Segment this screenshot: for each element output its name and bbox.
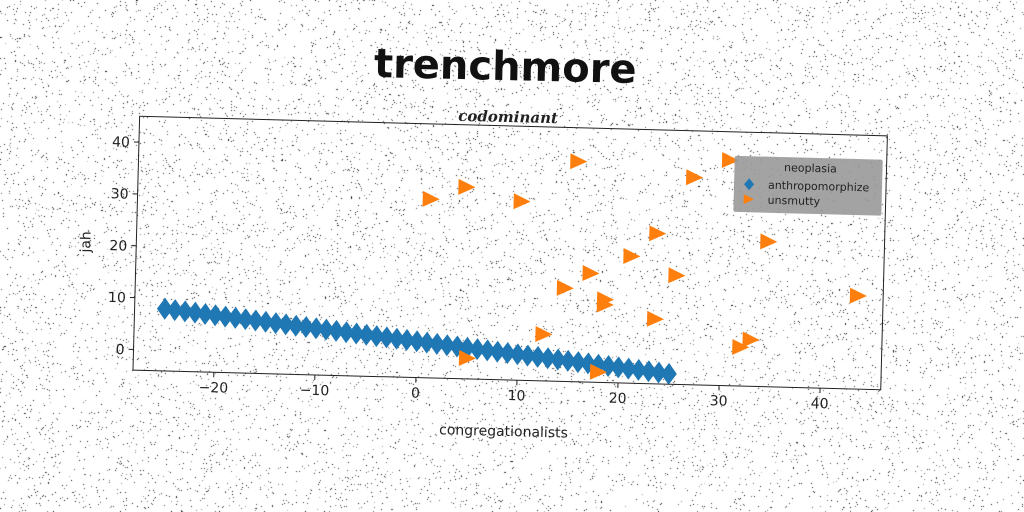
anthropomorphize-point: [257, 310, 274, 333]
anthropomorphize-point: [549, 348, 566, 371]
anthropomorphize-point: [187, 301, 204, 324]
unsmutty-point: [422, 190, 440, 207]
anthropomorphize-point: [449, 335, 466, 358]
unsmutty-point: [732, 338, 750, 355]
anthropomorphize-point: [177, 300, 194, 323]
plot-frame: [132, 115, 888, 391]
anthropomorphize-point: [156, 297, 173, 320]
unsmutty-point: [646, 310, 665, 327]
unsmutty-point: [458, 178, 476, 195]
anthropomorphize-point: [217, 305, 234, 328]
unsmutty-point: [623, 247, 641, 264]
unsmutty-point: [721, 152, 740, 169]
y-tick-label: 40: [112, 134, 130, 150]
y-tick-label: 0: [115, 342, 124, 358]
unsmutty-point: [582, 265, 600, 282]
anthropomorphize-point: [529, 345, 546, 368]
anthropomorphize-point: [640, 360, 657, 383]
anthropomorphize-point: [580, 352, 597, 375]
anthropomorphize-point: [539, 347, 556, 370]
y-tick-label: 10: [108, 290, 126, 306]
x-axis-label: congregationalists: [439, 422, 568, 441]
anthropomorphize-point: [308, 317, 325, 340]
unsmutty-point: [668, 267, 686, 284]
unsmutty-point: [458, 349, 476, 366]
chart-subtitle: codominant: [458, 107, 558, 127]
y-tick-label: 20: [109, 238, 127, 254]
x-tick-label: 40: [811, 396, 829, 412]
legend-box: [733, 155, 883, 216]
anthropomorphize-point: [620, 357, 637, 380]
x-tick-label: 10: [507, 388, 525, 404]
plot-area: −20 −10 0 10 20 30 40 0 10 20 30 40 congregational…: [78, 115, 888, 442]
legend-title: neoplasia: [784, 161, 837, 175]
x-tick-label: 30: [710, 393, 728, 409]
anthropomorphize-point: [227, 306, 244, 329]
x-tick-label: 0: [411, 385, 420, 401]
unsmutty-point: [535, 326, 553, 343]
anthropomorphize-point: [277, 313, 294, 336]
anthropomorphize-point: [287, 314, 304, 337]
anthropomorphize-point: [237, 308, 254, 331]
legend-label-anthropomorphize: anthropomorphize: [768, 179, 870, 195]
anthropomorphize-point: [479, 339, 496, 362]
x-axis: −20 −10 0 10 20 30 40: [198, 372, 829, 412]
legend: neoplasia anthropomorphize unsmutty: [733, 155, 883, 216]
legend-label-unsmutty: unsmutty: [767, 194, 820, 208]
anthropomorphize-point: [398, 329, 415, 351]
anthropomorphize-point: [247, 309, 264, 332]
anthropomorphize-point: [489, 340, 506, 363]
anthropomorphize-point: [328, 319, 345, 342]
anthropomorphize-point: [560, 349, 577, 372]
anthropomorphize-point: [429, 332, 446, 355]
legend-marker-anthropomorphize: [744, 178, 755, 191]
anthropomorphize-point: [338, 321, 355, 344]
anthropomorphize-point: [650, 361, 667, 384]
anthropomorphize-point: [378, 326, 395, 349]
anthropomorphize-point: [610, 356, 627, 379]
unsmutty-point: [649, 225, 667, 242]
anthropomorphize-point: [439, 334, 456, 357]
unsmutty-point: [742, 331, 760, 348]
anthropomorphize-point: [499, 342, 516, 365]
anthropomorphize-point: [358, 323, 375, 346]
unsmutty-point: [760, 233, 778, 250]
chart-title: trenchmore: [373, 41, 637, 93]
y-tick-label: 30: [111, 186, 129, 202]
anthropomorphize-point: [509, 343, 526, 366]
anthropomorphize-point: [318, 318, 335, 341]
unsmutty-point: [849, 287, 867, 304]
anthropomorphize-point: [630, 358, 647, 381]
legend-marker-unsmutty: [743, 194, 754, 205]
anthropomorphize-point: [660, 362, 677, 385]
anthropomorphize-point: [167, 299, 184, 322]
unsmutty-point: [596, 296, 614, 313]
anthropomorphize-point: [368, 325, 385, 348]
data-marks: [156, 152, 867, 385]
anthropomorphize-point: [388, 327, 405, 350]
anthropomorphize-point: [267, 312, 284, 335]
anthropomorphize-point: [469, 338, 486, 361]
unsmutty-point: [556, 279, 574, 296]
x-tick-label: 20: [608, 391, 626, 407]
unsmutty-point: [685, 169, 704, 186]
unsmutty-point: [589, 363, 608, 380]
x-tick-label: −20: [198, 380, 228, 397]
anthropomorphize-point: [207, 304, 224, 327]
x-tick-label: −10: [299, 383, 329, 400]
anthropomorphize-point: [519, 344, 536, 367]
anthropomorphize-point: [197, 302, 214, 325]
anthropomorphize-point: [570, 351, 587, 374]
unsmutty-point: [570, 153, 588, 170]
y-axis-label: jah: [78, 231, 95, 254]
anthropomorphize-point: [408, 330, 425, 353]
unsmutty-point: [513, 193, 531, 210]
anthropomorphize-point: [298, 315, 315, 338]
anthropomorphize-point: [418, 331, 435, 354]
y-axis: 0 10 20 30 40: [108, 134, 139, 358]
anthropomorphize-point: [348, 322, 365, 345]
